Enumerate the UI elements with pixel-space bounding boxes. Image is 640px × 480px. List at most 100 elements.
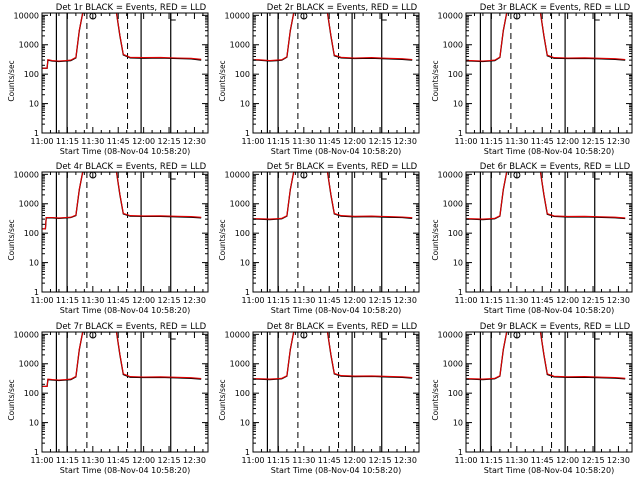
y-tick-label: 10 xyxy=(29,100,39,109)
y-axis-label: Counts/sec xyxy=(431,60,440,101)
x-tick-label: 11:45 xyxy=(531,137,554,146)
x-tick-label: 12:15 xyxy=(369,456,392,465)
x-tick-label: 12:30 xyxy=(183,456,206,465)
marker-bracket xyxy=(170,13,176,21)
plot-frame xyxy=(41,12,209,134)
detector-panel-6: 1 10 100 1000 10000 11:00 11:15 11:30 11:45 12:00… xyxy=(431,162,633,315)
plot-frame xyxy=(252,171,420,293)
x-tick-label: 12:15 xyxy=(582,456,605,465)
y-tick-label: 10000 xyxy=(14,170,39,179)
x-tick-label: 12:15 xyxy=(158,137,181,146)
events-series-line xyxy=(253,13,413,62)
y-tick-label: 1 xyxy=(458,448,463,457)
y-axis-label: Counts/sec xyxy=(431,219,440,260)
panel-title: Det 1r BLACK = Events, RED = LLD xyxy=(56,3,207,13)
y-tick-label: 1000 xyxy=(230,200,250,209)
x-tick-label: 11:00 xyxy=(454,296,477,305)
y-tick-label: 100 xyxy=(448,389,463,398)
events-series-line xyxy=(42,332,202,388)
x-axis-label: Start Time (08-Nov-04 10:58:20) xyxy=(484,147,614,156)
x-tick-label: 12:30 xyxy=(183,296,206,305)
x-tick-label: 12:30 xyxy=(183,137,206,146)
lld-series-line xyxy=(253,13,413,62)
x-tick-label: 11:00 xyxy=(454,456,477,465)
panel-title: Det 2r BLACK = Events, RED = LLD xyxy=(267,3,418,13)
x-tick-label: 11:15 xyxy=(267,137,290,146)
y-tick-label: 1 xyxy=(34,288,39,297)
marker-bracket xyxy=(594,172,600,180)
x-tick-label: 11:30 xyxy=(292,456,315,465)
marker-bracket xyxy=(381,13,387,21)
events-series-line xyxy=(42,172,202,230)
x-tick-label: 11:00 xyxy=(241,456,264,465)
y-tick-label: 100 xyxy=(24,389,39,398)
y-axis-label: Counts/sec xyxy=(218,219,227,260)
y-tick-label: 10 xyxy=(453,259,463,268)
x-tick-label: 12:30 xyxy=(607,296,630,305)
x-tick-label: 11:15 xyxy=(267,456,290,465)
x-tick-label: 11:30 xyxy=(292,296,315,305)
x-tick-label: 11:30 xyxy=(505,137,528,146)
y-tick-label: 10 xyxy=(240,259,250,268)
detector-panel-3: 1 10 100 1000 10000 11:00 11:15 11:30 11:45 12:00… xyxy=(431,3,633,156)
y-tick-label: 100 xyxy=(24,70,39,79)
x-tick-label: 12:00 xyxy=(132,456,155,465)
events-series-line xyxy=(253,172,413,221)
y-axis-label: Counts/sec xyxy=(218,60,227,101)
x-tick-label: 11:45 xyxy=(318,456,341,465)
detector-panel-8: 1 10 100 1000 10000 11:00 11:15 11:30 11:45 12:00… xyxy=(218,322,420,475)
lld-series-line xyxy=(466,332,626,380)
events-series-line xyxy=(466,332,626,381)
y-tick-label: 1000 xyxy=(19,360,39,369)
lld-series-line xyxy=(42,13,202,69)
lld-series-line xyxy=(466,172,626,220)
lld-series-line xyxy=(253,332,413,380)
plot-frame xyxy=(252,331,420,453)
x-axis-label: Start Time (08-Nov-04 10:58:20) xyxy=(60,466,190,475)
x-tick-label: 12:00 xyxy=(556,137,579,146)
y-tick-label: 1 xyxy=(245,288,250,297)
marker-bracket xyxy=(594,332,600,340)
y-tick-label: 1000 xyxy=(230,41,250,50)
detector-panel-9: 1 10 100 1000 10000 11:00 11:15 11:30 11:45 12:00… xyxy=(431,322,633,475)
plot-frame xyxy=(41,331,209,453)
y-tick-label: 10000 xyxy=(14,11,39,20)
x-tick-label: 11:15 xyxy=(267,296,290,305)
x-tick-label: 11:45 xyxy=(531,296,554,305)
x-tick-label: 11:30 xyxy=(81,296,104,305)
y-tick-label: 10000 xyxy=(438,330,463,339)
x-tick-label: 11:45 xyxy=(531,456,554,465)
marker-bracket xyxy=(594,13,600,21)
x-tick-label: 11:30 xyxy=(292,137,315,146)
x-tick-label: 11:00 xyxy=(30,137,53,146)
events-series-line xyxy=(253,332,413,381)
y-tick-label: 1000 xyxy=(443,200,463,209)
y-tick-label: 100 xyxy=(448,229,463,238)
panel-title: Det 6r BLACK = Events, RED = LLD xyxy=(480,162,631,172)
y-tick-label: 100 xyxy=(448,70,463,79)
y-tick-label: 1000 xyxy=(19,41,39,50)
y-tick-label: 1000 xyxy=(19,200,39,209)
y-tick-label: 1 xyxy=(34,448,39,457)
plot-frame xyxy=(252,12,420,134)
marker-bracket xyxy=(381,172,387,180)
panel-title: Det 7r BLACK = Events, RED = LLD xyxy=(56,322,207,332)
x-tick-label: 11:30 xyxy=(505,456,528,465)
events-series-line xyxy=(466,13,626,63)
panel-title: Det 3r BLACK = Events, RED = LLD xyxy=(480,3,631,13)
lld-series-line xyxy=(42,172,202,230)
x-tick-label: 12:15 xyxy=(582,137,605,146)
x-axis-label: Start Time (08-Nov-04 10:58:20) xyxy=(271,466,401,475)
x-tick-label: 12:00 xyxy=(132,296,155,305)
lld-series-line xyxy=(42,332,202,387)
detector-panel-7: 1 10 100 1000 10000 11:00 11:15 11:30 11:45 12:00… xyxy=(7,322,209,475)
x-tick-label: 11:00 xyxy=(30,456,53,465)
x-tick-label: 12:00 xyxy=(343,296,366,305)
x-tick-label: 11:45 xyxy=(318,137,341,146)
x-tick-label: 11:45 xyxy=(318,296,341,305)
x-tick-label: 12:00 xyxy=(343,456,366,465)
x-tick-label: 11:15 xyxy=(56,456,79,465)
x-axis-label: Start Time (08-Nov-04 10:58:20) xyxy=(271,306,401,315)
y-tick-label: 1 xyxy=(458,288,463,297)
